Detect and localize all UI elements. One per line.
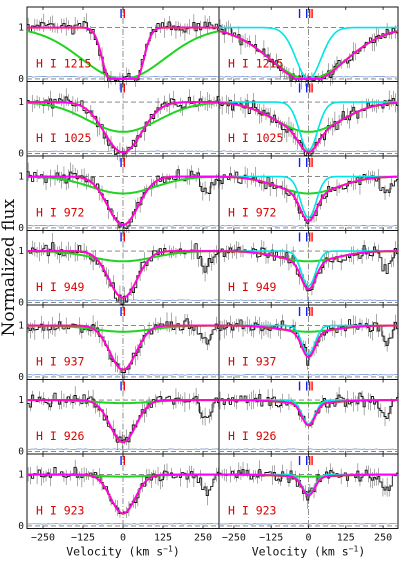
total-fit-curve: [218, 30, 399, 80]
x-tick-label: −125: [259, 533, 283, 544]
transition-label: H I 937: [228, 355, 277, 369]
error-spectrum: [218, 523, 399, 525]
transition-label: H I 1025: [228, 131, 283, 145]
broad-component-curve: [27, 250, 219, 263]
panel-right-3: H I 972: [218, 155, 399, 231]
panel-left-2: 0 1 H I 1025: [18, 81, 220, 162]
x-axis-label-text: Velocity (km s: [66, 545, 163, 559]
y-tick-label: 0: [18, 148, 24, 159]
x-axis-label-exponent: −1: [163, 545, 173, 554]
narrow-component-curve: [219, 175, 398, 219]
x-tick-label: 125: [337, 533, 355, 544]
x-axis-label-right: Velocity (km s−1): [252, 545, 366, 559]
x-axis-label-left: Velocity (km s−1): [66, 545, 180, 559]
total-fit-curve: [27, 175, 219, 226]
y-tick-label: 0: [18, 446, 24, 457]
total-fit-curve: [27, 399, 219, 443]
panel-right-4: H I 949: [218, 230, 399, 306]
transition-label: H I 923: [228, 504, 277, 518]
transition-label: H I 972: [228, 206, 276, 220]
transition-label: H I 926: [36, 429, 85, 443]
y-tick-label: 1: [18, 321, 24, 332]
broad-component-curve: [26, 175, 220, 195]
total-fit-curve: [27, 26, 219, 80]
total-fit-curve: [219, 473, 398, 496]
x-tick-label: 250: [374, 533, 392, 544]
panel-right-5: H I 937: [218, 304, 399, 380]
x-tick-label: −125: [71, 533, 95, 544]
panel-left-7: 0 1 H I 923 −250 −125 0 125 250: [18, 453, 220, 544]
narrow-component-curve: [219, 101, 398, 152]
panel-left-5: 0 1 H I 937: [18, 304, 220, 383]
y-tick-label: 1: [18, 395, 24, 406]
y-tick-label: 1: [18, 172, 24, 183]
transition-label: H I 1215: [228, 57, 283, 71]
panel-left-4: 0 1 H I 949: [18, 230, 220, 308]
y-tick-label: 0: [18, 521, 24, 532]
panel-right-6: H I 926: [218, 379, 399, 455]
x-axis-label-close: ): [173, 545, 180, 559]
total-fit-curve: [27, 101, 219, 154]
panel-left-3: 0 1 H I 972: [18, 155, 220, 234]
total-fit-curve: [219, 324, 398, 358]
data-spectrum: [27, 318, 220, 373]
error-spectrum: [26, 448, 220, 450]
transition-label: H I 926: [228, 429, 277, 443]
x-tick-label: 0: [305, 533, 311, 544]
y-tick-label: 1: [18, 97, 24, 108]
total-fit-curve: [219, 399, 398, 426]
x-axis-label-text: Velocity (km s: [252, 545, 349, 559]
transition-label: H I 1215: [36, 57, 91, 71]
y-tick-label: 0: [18, 74, 24, 85]
x-axis-label-exponent: −1: [349, 545, 359, 554]
error-spectrum: [218, 374, 399, 376]
x-tick-label: 0: [120, 533, 126, 544]
y-axis-label: Normalized flux: [0, 199, 19, 337]
y-tick-label: 1: [18, 246, 24, 257]
y-tick-label: 0: [18, 297, 24, 308]
total-fit-curve: [219, 250, 398, 290]
panel-right-7: H I 923 −250 −125 0 125 250: [218, 453, 399, 544]
transition-label: H I 1025: [36, 131, 91, 145]
total-fit-curve: [219, 101, 398, 153]
x-axis-label-close: ): [358, 545, 365, 559]
transition-label: H I 949: [36, 280, 85, 294]
error-spectrum: [26, 523, 220, 525]
panel-left-6: 0 1 H I 926: [18, 379, 220, 457]
y-tick-label: 1: [18, 23, 24, 34]
total-fit-curve: [27, 473, 219, 515]
y-tick-label: 1: [18, 470, 24, 481]
total-fit-curve: [218, 175, 399, 222]
panel-left-1: 0 1 H I 1215: [18, 6, 220, 91]
error-spectrum: [218, 225, 399, 227]
transition-label: H I 949: [228, 280, 277, 294]
error-spectrum: [26, 374, 220, 376]
transition-label: H I 923: [36, 504, 85, 518]
y-tick-label: 0: [18, 372, 24, 383]
panel-right-1: H I 1215: [218, 6, 399, 90]
panel-right-2: H I 1025: [218, 81, 399, 159]
broad-component-curve: [27, 101, 219, 133]
x-tick-label: −250: [222, 533, 246, 544]
panel-grid: 0 1 H I 1215 H I 1215 0 1 H I 1025 H I 1025 0 1 H …: [18, 6, 399, 544]
data-spectrum: [27, 392, 220, 443]
total-fit-curve: [27, 324, 219, 371]
error-spectrum: [218, 299, 399, 301]
y-tick-label: 0: [18, 223, 24, 234]
transition-label: H I 972: [36, 206, 84, 220]
x-tick-label: 125: [154, 533, 172, 544]
x-tick-label: −250: [31, 533, 55, 544]
transition-label: H I 937: [36, 355, 85, 369]
error-spectrum: [218, 448, 399, 450]
narrow-component-curve: [219, 250, 398, 287]
total-fit-curve: [27, 250, 219, 299]
x-tick-label: 250: [194, 533, 212, 544]
